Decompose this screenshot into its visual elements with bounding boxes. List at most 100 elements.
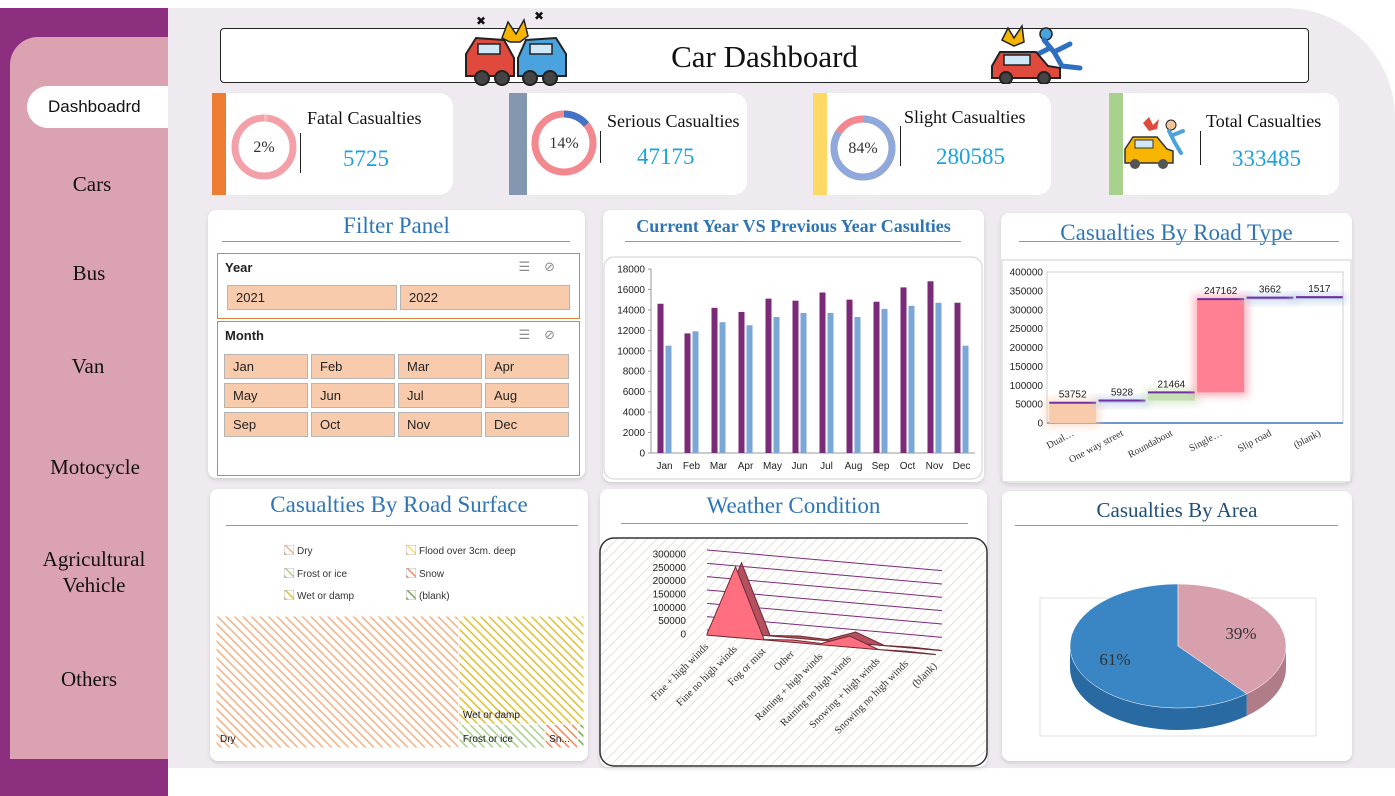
kpi-label: Fatal Casualties [307, 108, 422, 128]
sidebar-item-cars[interactable]: Cars [72, 172, 112, 196]
data-label: 1517 [1308, 284, 1331, 295]
month-option-dec[interactable]: Dec [485, 412, 569, 437]
legend-label: Flood over 3cm. deep [419, 546, 516, 557]
year-slicer-header: Year [225, 260, 253, 275]
legend-swatch [406, 545, 416, 555]
kpi-separator [600, 131, 601, 163]
sidebar-item-van[interactable]: Van [71, 354, 105, 378]
bar-series-2 [935, 302, 942, 453]
pie-slice-side [1246, 646, 1286, 716]
clear-filter-icon[interactable]: ⊘ [544, 328, 569, 343]
bar-series-1 [657, 303, 664, 453]
legend-swatch [406, 590, 416, 600]
year-slicer: Year ☰⊘ 2021 2022 [217, 253, 580, 319]
x-tick-label: Jul [820, 461, 833, 472]
y-tick-label: 8000 [623, 367, 646, 378]
y-tick-label: 16000 [617, 285, 645, 296]
sidebar-item-agricultural-vehicle[interactable]: Agricultural Vehicle [8, 546, 180, 598]
month-option-jan[interactable]: Jan [224, 354, 308, 379]
bar-series-1 [819, 292, 826, 453]
kpi-separator [1200, 131, 1201, 165]
bar-series-2 [908, 305, 915, 453]
sidebar-item-bus[interactable]: Bus [72, 261, 106, 285]
bar-series-1 [792, 300, 799, 453]
year-comparison-chart: 0 2000 4000 6000 8000 10000 12000 14000 16000 180… [603, 256, 983, 480]
kpi-separator [900, 126, 901, 166]
clear-filter-icon[interactable]: ⊘ [544, 260, 569, 275]
x-tick-label: Aug [845, 461, 863, 472]
title-rule [1015, 525, 1338, 526]
bar-series-2 [827, 312, 834, 453]
legend-label: Snow [419, 569, 445, 580]
month-option-jun[interactable]: Jun [311, 383, 395, 408]
kpi-color-bar [813, 93, 827, 195]
kpi-label: Serious Casualties [607, 111, 740, 131]
slight-percent-label: 84% [848, 140, 877, 157]
multi-select-icon[interactable]: ☰ [518, 260, 545, 275]
y-tick-label: 200000 [1010, 343, 1044, 354]
y-tick-label: 0 [1037, 419, 1043, 430]
waterfall-bar [1049, 402, 1097, 423]
legend-item: Frost or ice [284, 568, 347, 580]
header-banner: Car Dashboard [220, 28, 1309, 83]
bar-series-2 [746, 325, 753, 453]
title-rule [1019, 241, 1339, 242]
treemap-label: Frost or ice [463, 734, 513, 745]
weather-area-series [706, 565, 936, 656]
title-rule [621, 523, 968, 524]
bar-series-2 [773, 317, 780, 453]
month-option-nov[interactable]: Nov [398, 412, 482, 437]
fatal-percent-label: 2% [253, 139, 274, 156]
kpi-serious-card: 14% Serious Casualties 47175 [509, 93, 747, 195]
sidebar-item-dashboard[interactable]: Dashboadrd [27, 86, 168, 128]
month-option-aug[interactable]: Aug [485, 383, 569, 408]
x-tick-label: Mar [710, 461, 728, 472]
legend-item: (blank) [406, 590, 450, 602]
x-tick-label: Jun [791, 461, 807, 472]
legend-label: Frost or ice [297, 569, 348, 580]
month-option-may[interactable]: May [224, 383, 308, 408]
month-option-apr[interactable]: Apr [485, 354, 569, 379]
kpi-color-bar [509, 93, 527, 195]
serious-percent-label: 14% [549, 135, 578, 152]
legend-item: Wet or damp [284, 590, 354, 602]
x-tick-label: May [763, 461, 782, 472]
year-option-2021[interactable]: 2021 [227, 285, 397, 310]
pedestrian-accident-icon [991, 23, 1083, 84]
legend-label: Dry [297, 546, 313, 557]
sidebar-item-others[interactable]: Others [61, 667, 117, 691]
bar-series-2 [665, 345, 672, 453]
bar-series-1 [954, 302, 961, 453]
pie-slice-side [1070, 646, 1247, 730]
y-tick-label: 100000 [653, 603, 687, 614]
month-option-feb[interactable]: Feb [311, 354, 395, 379]
y-tick-label: 4000 [623, 408, 646, 419]
month-option-jul[interactable]: Jul [398, 383, 482, 408]
plot-frame [599, 537, 988, 767]
y-tick-label: 300000 [1010, 305, 1044, 316]
legend-label: (blank) [419, 591, 450, 602]
treemap-label: Sn... [549, 734, 570, 745]
month-option-sep[interactable]: Sep [224, 412, 308, 437]
kpi-label: Total Casualties [1206, 111, 1322, 131]
y-tick-label: 6000 [623, 387, 646, 398]
slight-donut: 84% [830, 115, 896, 181]
pie-slice [1069, 583, 1248, 709]
pie-label: 61% [1099, 650, 1130, 669]
bar-series-2 [719, 322, 726, 453]
multi-select-icon[interactable]: ☰ [518, 328, 545, 343]
gridline [706, 549, 943, 572]
month-option-oct[interactable]: Oct [311, 412, 395, 437]
sidebar-item-motocycle[interactable]: Motocycle [50, 455, 140, 479]
year-option-2022[interactable]: 2022 [400, 285, 570, 310]
legend-swatch [284, 545, 294, 555]
kpi-value: 333485 [1232, 146, 1301, 171]
y-tick-label: 200000 [653, 576, 687, 587]
sidebar-panel [10, 37, 168, 759]
legend-swatch [284, 590, 294, 600]
bar-series-2 [962, 345, 969, 453]
kpi-separator [300, 133, 301, 173]
month-option-mar[interactable]: Mar [398, 354, 482, 379]
waterfall-bar [1197, 299, 1245, 393]
